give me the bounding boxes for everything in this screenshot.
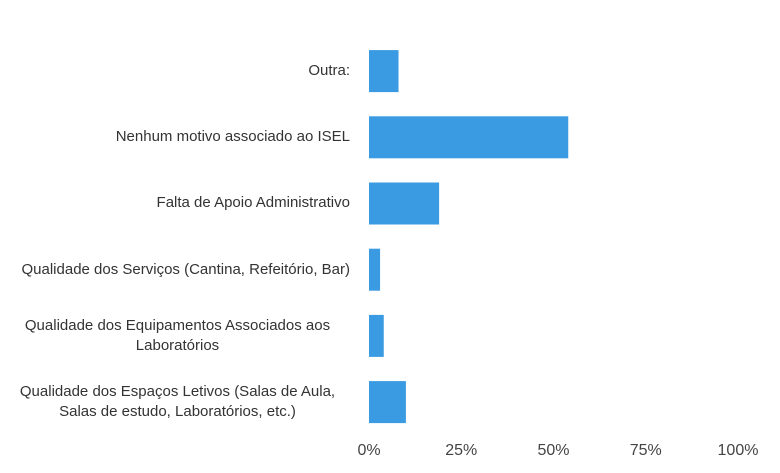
x-tick-label: 75%	[629, 442, 662, 459]
category-label: Qualidade dos Equipamentos Associados ao…	[24, 316, 331, 354]
category-label-box: Falta de Apoio Administrativo	[0, 174, 350, 234]
bar	[369, 50, 399, 93]
category-label: Qualidade dos Espaços Letivos (Salas de …	[19, 382, 336, 421]
bar	[369, 116, 569, 159]
x-tick-label: 25%	[445, 442, 478, 459]
category-label: Nenhum motivo associado ao ISEL	[115, 128, 350, 146]
bar	[369, 314, 384, 357]
category-label-box: Qualidade dos Equipamentos Associados ao…	[0, 306, 350, 366]
category-label-box: Outra:	[0, 41, 350, 101]
x-tick-label: 0%	[357, 442, 381, 459]
bar	[369, 248, 381, 291]
bar	[369, 182, 440, 225]
category-label: Falta de Apoio Administrativo	[156, 194, 350, 212]
category-label-box: Qualidade dos Espaços Letivos (Salas de …	[0, 372, 350, 432]
x-tick-label: 50%	[537, 442, 570, 459]
category-label-box: Qualidade dos Serviços (Cantina, Refeitó…	[0, 240, 351, 300]
category-label-box: Nenhum motivo associado ao ISEL	[0, 107, 350, 167]
bar	[369, 381, 406, 424]
category-label: Qualidade dos Serviços (Cantina, Refeitó…	[21, 260, 351, 278]
category-label: Outra:	[308, 61, 350, 79]
x-tick-label: 100%	[717, 442, 759, 459]
